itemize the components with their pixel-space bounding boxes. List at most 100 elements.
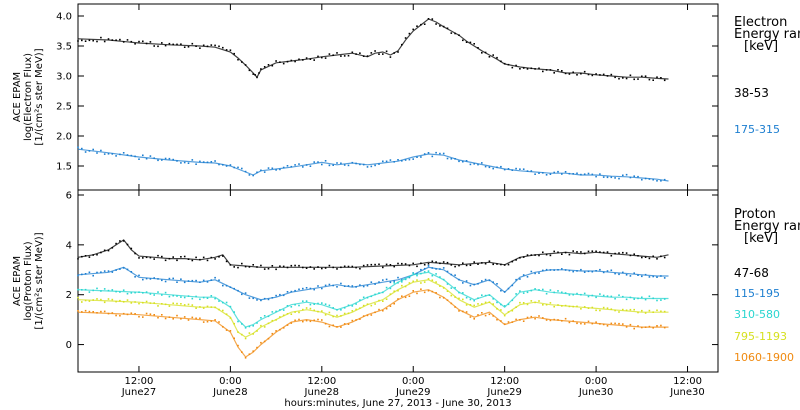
- proton-data-point: [545, 268, 548, 271]
- proton-data-point: [122, 312, 125, 315]
- electron-data-point: [534, 68, 536, 70]
- electron-data-point: [180, 43, 182, 45]
- proton-data-point: [446, 283, 449, 285]
- electron-data-point: [199, 47, 201, 49]
- proton-data-point: [210, 306, 213, 308]
- electron-data-point: [557, 69, 559, 71]
- proton-data-point: [382, 279, 384, 281]
- proton-data-point: [332, 266, 334, 269]
- proton-data-point: [134, 276, 136, 278]
- proton-data-point: [469, 264, 472, 266]
- electron-data-point: [382, 160, 384, 163]
- electron-y-tick-label: 3.5: [56, 42, 72, 53]
- proton-data-point: [458, 291, 460, 294]
- proton-data-point: [355, 286, 357, 288]
- proton-data-point: [370, 281, 373, 283]
- electron-data-point: [439, 152, 441, 155]
- proton-data-point: [522, 292, 525, 294]
- electron-data-point: [515, 167, 517, 170]
- proton-data-point: [161, 303, 163, 305]
- proton-data-point: [606, 307, 609, 309]
- electron-data-point: [542, 70, 544, 73]
- proton-data-point: [610, 308, 613, 310]
- proton-data-point: [420, 262, 422, 265]
- proton-data-point: [435, 281, 437, 283]
- proton-data-point: [500, 263, 502, 266]
- proton-data-point: [183, 316, 186, 318]
- proton-data-point: [119, 268, 121, 270]
- electron-data-point: [564, 72, 567, 75]
- proton-data-point: [404, 285, 407, 288]
- proton-data-point: [275, 319, 277, 321]
- proton-data-point: [374, 303, 376, 305]
- proton-data-point: [545, 319, 548, 321]
- proton-data-point: [378, 292, 380, 294]
- proton-data-point: [389, 293, 392, 295]
- proton-data-point: [378, 299, 380, 302]
- proton-data-point: [191, 297, 194, 300]
- electron-data-point: [176, 160, 178, 162]
- proton-data-point: [298, 288, 300, 291]
- proton-data-point: [195, 307, 197, 309]
- proton-data-point: [404, 263, 407, 265]
- proton-data-point: [187, 280, 190, 282]
- electron-data-point: [469, 163, 472, 166]
- proton-data-point: [492, 281, 494, 283]
- proton-data-point: [618, 273, 620, 276]
- proton-data-point: [282, 314, 285, 317]
- electron-legend-entry: 175-315: [734, 123, 780, 136]
- proton-data-point: [317, 285, 319, 287]
- proton-data-point: [145, 291, 148, 293]
- electron-data-point: [210, 161, 213, 163]
- proton-data-point: [164, 259, 167, 262]
- electron-data-point: [503, 168, 506, 171]
- electron-data-point: [157, 45, 159, 48]
- proton-data-point: [385, 263, 388, 266]
- proton-data-point: [503, 323, 506, 325]
- proton-data-point: [427, 289, 430, 292]
- electron-data-point: [660, 180, 662, 182]
- proton-data-point: [542, 288, 544, 291]
- proton-data-point: [202, 321, 205, 323]
- electron-data-point: [328, 53, 331, 55]
- electron-data-point: [633, 78, 635, 81]
- proton-data-point: [290, 290, 293, 293]
- proton-data-point: [157, 291, 159, 293]
- proton-data-point: [176, 281, 178, 283]
- proton-data-point: [241, 323, 243, 325]
- x-tick-date: June29: [395, 387, 431, 398]
- proton-y-tick-label: 2: [66, 290, 72, 301]
- proton-data-point: [77, 296, 79, 299]
- proton-data-point: [595, 250, 597, 253]
- proton-data-point: [244, 292, 247, 294]
- electron-data-point: [610, 73, 613, 76]
- proton-data-point: [633, 298, 635, 300]
- proton-data-point: [321, 287, 323, 290]
- proton-data-point: [423, 291, 426, 294]
- proton-data-point: [168, 277, 171, 280]
- electron-data-point: [359, 52, 361, 54]
- proton-data-point: [583, 252, 586, 255]
- proton-data-point: [290, 306, 293, 308]
- electron-data-point: [130, 40, 133, 43]
- electron-legend-entry: 38-53: [734, 86, 769, 100]
- proton-data-point: [492, 263, 494, 266]
- electron-data-point: [572, 173, 574, 175]
- proton-data-point: [359, 299, 361, 301]
- electron-data-point: [614, 76, 616, 79]
- electron-data-point: [317, 55, 319, 58]
- electron-data-point: [378, 53, 380, 55]
- proton-data-point: [652, 275, 654, 278]
- x-tick-date: June28: [304, 387, 340, 398]
- proton-data-point: [103, 270, 106, 272]
- electron-data-point: [420, 23, 422, 26]
- proton-data-point: [488, 294, 491, 296]
- proton-data-point: [317, 310, 319, 313]
- electron-data-point: [122, 41, 125, 43]
- proton-data-point: [206, 305, 209, 308]
- proton-data-point: [96, 253, 98, 256]
- proton-data-point: [545, 292, 548, 295]
- proton-data-point: [145, 277, 148, 280]
- proton-data-point: [397, 262, 399, 265]
- proton-data-point: [328, 283, 331, 286]
